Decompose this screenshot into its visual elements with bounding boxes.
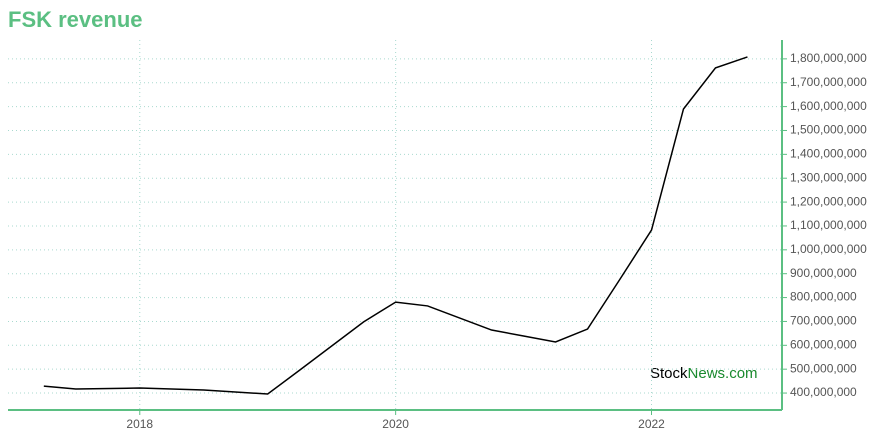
- y-tick-label: 1,800,000,000: [790, 51, 867, 65]
- y-tick-label: 700,000,000: [790, 314, 857, 328]
- y-tick-label: 1,500,000,000: [790, 123, 867, 137]
- y-tick-label: 800,000,000: [790, 290, 857, 304]
- y-tick-label: 400,000,000: [790, 385, 857, 399]
- x-tick-label: 2018: [126, 417, 153, 431]
- y-tick-label: 1,700,000,000: [790, 75, 867, 89]
- y-tick-label: 600,000,000: [790, 337, 857, 351]
- y-tick-label: 1,000,000,000: [790, 242, 867, 256]
- y-tick-label: 1,600,000,000: [790, 99, 867, 113]
- y-tick-label: 500,000,000: [790, 361, 857, 375]
- x-tick-label: 2020: [382, 417, 409, 431]
- watermark-part: News.com: [688, 365, 758, 382]
- y-tick-label: 1,100,000,000: [790, 218, 867, 232]
- watermark: StockNews.com: [650, 365, 758, 382]
- watermark-part: Stock: [650, 365, 688, 382]
- y-tick-label: 1,200,000,000: [790, 194, 867, 208]
- y-tick-label: 1,300,000,000: [790, 170, 867, 184]
- line: [43, 56, 748, 395]
- y-tick-label: 900,000,000: [790, 266, 857, 280]
- x-tick-label: 2022: [638, 417, 665, 431]
- chart-title: FSK revenue: [8, 7, 143, 32]
- y-tick-label: 1,400,000,000: [790, 147, 867, 161]
